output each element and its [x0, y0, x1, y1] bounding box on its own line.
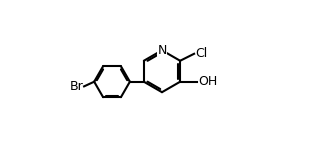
Text: OH: OH	[198, 75, 217, 88]
Text: N: N	[157, 44, 167, 57]
Text: Cl: Cl	[196, 47, 208, 60]
Text: Br: Br	[69, 80, 83, 93]
